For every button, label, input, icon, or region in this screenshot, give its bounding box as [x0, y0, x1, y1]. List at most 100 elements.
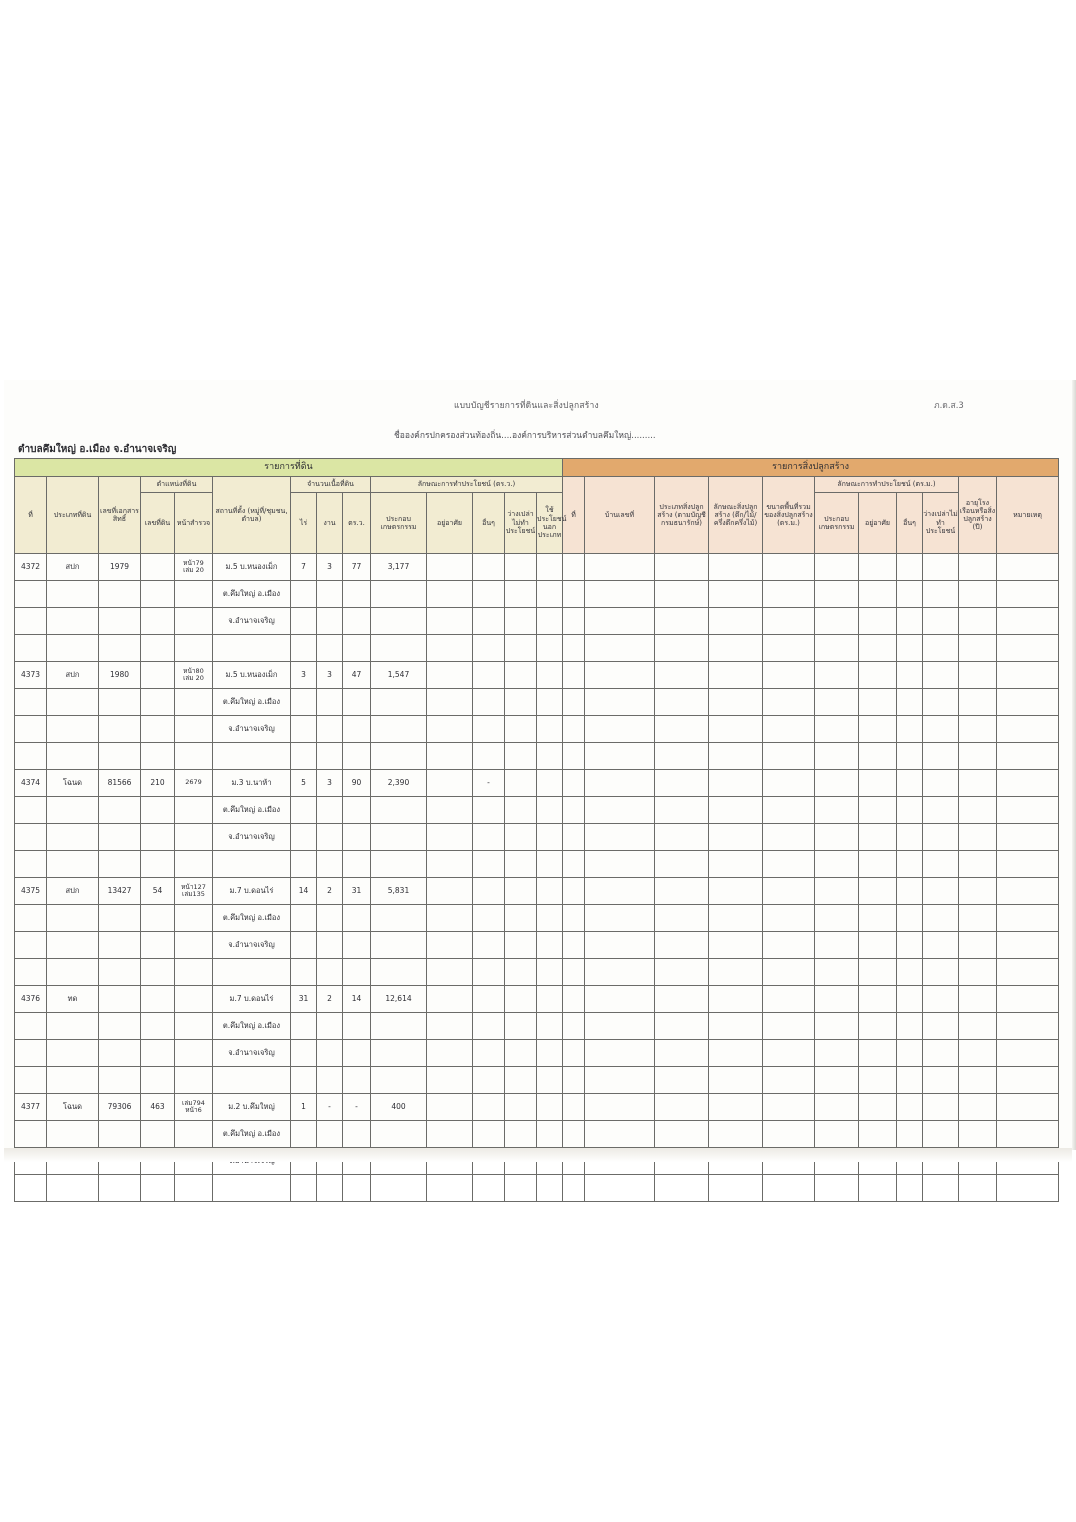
- survey-page-line1: หน้า127: [181, 882, 206, 891]
- cell-use-outside: [536, 985, 563, 1013]
- survey-page-line2: เล่ม 20: [183, 566, 204, 574]
- cell-house-no: [584, 850, 655, 878]
- cell-no: [14, 688, 47, 716]
- cell-land-type: [46, 904, 99, 932]
- cell-doc-no: [98, 715, 141, 743]
- cell-b-agri: [814, 715, 859, 743]
- table-row: 4373 สปก 1980 หน้า80 เล่ม 20 ม.5 บ.หนองเม็ก 3 3…: [14, 661, 1060, 689]
- col-use-resid: อยู่อาศัย: [426, 491, 473, 555]
- cell-b-vacant: [922, 931, 959, 959]
- cell-b-resid: [858, 688, 897, 716]
- cell-b-vacant: [922, 958, 959, 986]
- cell-b-area: [762, 661, 815, 689]
- cell-b-material: [708, 580, 763, 608]
- cell-b-resid: [858, 769, 897, 797]
- cell-b-age: [958, 1120, 997, 1148]
- cell-no: 4376: [14, 985, 47, 1013]
- cell-land-type: [46, 931, 99, 959]
- cell-b-vacant: [922, 553, 959, 581]
- cell-ngan: [316, 1012, 343, 1040]
- cell-use-other: [472, 1093, 505, 1121]
- cell-no: 4372: [14, 553, 47, 581]
- col-rai: ไร่: [290, 491, 317, 555]
- col-b-use-agri: ประกอบเกษตรกรรม: [814, 491, 859, 555]
- cell-b-material: [708, 877, 763, 905]
- cell-use-other: [472, 1066, 505, 1094]
- cell-use-agri: [370, 904, 427, 932]
- cell-b-no: [562, 850, 585, 878]
- cell-rai: 3: [290, 661, 317, 689]
- cell-house-no: [584, 985, 655, 1013]
- cell-doc-no: 79306: [98, 1093, 141, 1121]
- cell-b-agri: [814, 661, 859, 689]
- cell-parcel-no: 463: [140, 1093, 175, 1121]
- cell-land-type: [46, 1066, 99, 1094]
- cell-use-other: [472, 1120, 505, 1148]
- table-row: [14, 634, 1060, 662]
- cell-remark: [995, 1174, 1060, 1202]
- cell-wa: 77: [342, 553, 371, 581]
- cell-wa: 47: [342, 661, 371, 689]
- cell-use-resid: [426, 1066, 473, 1094]
- cell-b-type: [654, 688, 709, 716]
- cell-rai: [290, 715, 317, 743]
- cell-no: 4375: [14, 877, 47, 905]
- cell-b-agri: [814, 958, 859, 986]
- cell-b-material: [708, 1093, 763, 1121]
- cell-location: [212, 958, 291, 986]
- cell-use-agri: [370, 1120, 427, 1148]
- cell-location: จ.อำนาจเจริญ: [212, 607, 291, 635]
- cell-use-other: [472, 850, 505, 878]
- cell-b-type: [654, 985, 709, 1013]
- cell-b-type: [654, 958, 709, 986]
- cell-doc-no: [98, 985, 141, 1013]
- cell-b-vacant: [922, 823, 959, 851]
- cell-b-resid: [858, 715, 897, 743]
- cell-remark: [995, 1093, 1060, 1121]
- cell-use-vacant: [504, 985, 537, 1013]
- cell-ngan: [316, 1174, 343, 1202]
- table-row: จ.อำนาจเจริญ: [14, 823, 1060, 851]
- table-row: 4375 สปก 13427 54 หน้า127 เล่ม135 ม.7 บ.ดอนไร่…: [14, 877, 1060, 905]
- cell-use-agri: [370, 1174, 427, 1202]
- cell-b-no: [562, 1039, 585, 1067]
- cell-land-type: โฉนด: [46, 769, 99, 797]
- cell-land-type: [46, 1039, 99, 1067]
- cell-use-resid: [426, 769, 473, 797]
- cell-b-area: [762, 634, 815, 662]
- cell-remark: [995, 1039, 1060, 1067]
- cell-b-agri: [814, 796, 859, 824]
- cell-rai: 5: [290, 769, 317, 797]
- cell-ngan: 2: [316, 877, 343, 905]
- cell-b-vacant: [922, 769, 959, 797]
- cell-remark: [995, 850, 1060, 878]
- cell-b-agri: [814, 931, 859, 959]
- cell-survey-page: หน้า79 เล่ม 20: [174, 553, 213, 581]
- col-building-type: ประเภทสิ่งปลูกสร้าง (ตามบัญชีกรมธนารักษ์…: [654, 476, 709, 554]
- survey-page-line2: เล่ม 20: [183, 674, 204, 682]
- cell-no: 4373: [14, 661, 47, 689]
- cell-ngan: [316, 1066, 343, 1094]
- cell-location: ต.คึมใหญ่ อ.เมือง: [212, 1120, 291, 1148]
- cell-b-other: [896, 1066, 923, 1094]
- cell-location: [212, 742, 291, 770]
- cell-b-no: [562, 985, 585, 1013]
- cell-b-agri: [814, 769, 859, 797]
- cell-b-age: [958, 904, 997, 932]
- cell-b-vacant: [922, 688, 959, 716]
- cell-b-agri: [814, 877, 859, 905]
- cell-survey-page: [174, 904, 213, 932]
- cell-use-agri: [370, 634, 427, 662]
- cell-wa: [342, 1120, 371, 1148]
- cell-doc-no: [98, 904, 141, 932]
- cell-use-agri: 12,614: [370, 985, 427, 1013]
- cell-land-type: โฉนด: [46, 1093, 99, 1121]
- cell-survey-page: [174, 931, 213, 959]
- cell-b-resid: [858, 580, 897, 608]
- cell-b-area: [762, 850, 815, 878]
- cell-use-outside: [536, 553, 563, 581]
- cell-rai: [290, 904, 317, 932]
- cell-survey-page: [174, 688, 213, 716]
- cell-land-type: สปก: [46, 553, 99, 581]
- cell-land-type: ทด: [46, 985, 99, 1013]
